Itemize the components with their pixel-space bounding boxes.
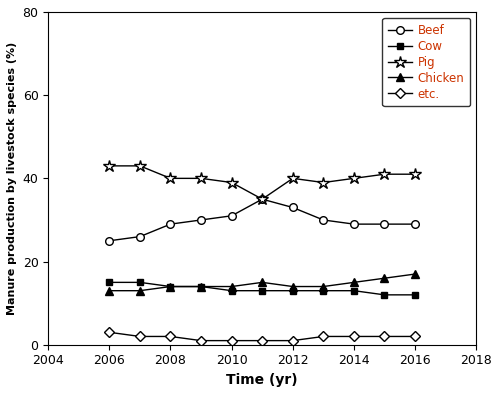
Legend: Beef, Cow, Pig, Chicken, etc.: Beef, Cow, Pig, Chicken, etc. bbox=[382, 18, 470, 106]
Y-axis label: Manure production by livestock species (%): Manure production by livestock species (… bbox=[7, 42, 17, 315]
X-axis label: Time (yr): Time (yr) bbox=[227, 373, 298, 387]
